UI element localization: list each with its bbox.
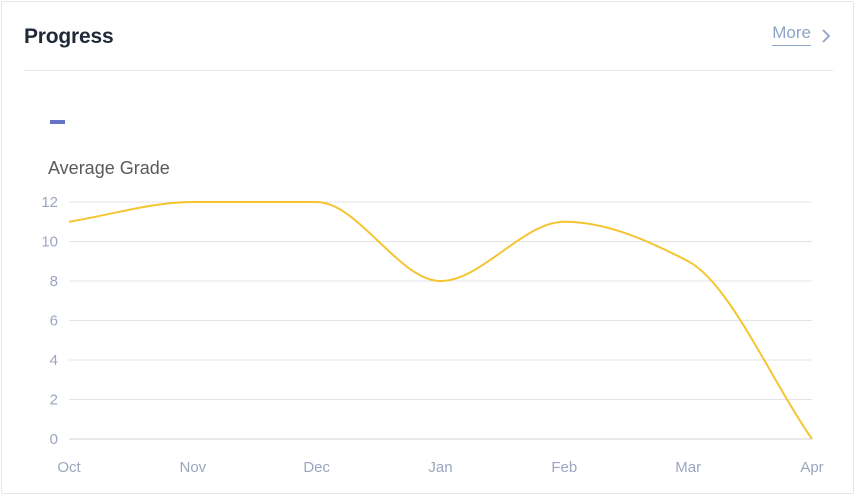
more-link[interactable]: More [772,23,833,46]
y-tick-label: 6 [50,313,58,330]
y-tick-label: 0 [50,431,58,448]
series-line[interactable] [68,200,813,440]
x-tick-label: Oct [57,459,81,476]
legend-swatch [50,120,65,124]
grid-lines [69,201,812,440]
x-ticks: Oct Nov Dec Jan Feb Mar Apr [57,459,823,476]
more-label: More [772,23,811,46]
x-tick-label: Dec [303,459,330,476]
y-axis-title: Average Grade [48,158,170,178]
y-tick-label: 12 [41,194,58,211]
y-tick-label: 4 [50,352,58,369]
x-tick-label: Feb [551,459,577,476]
series [68,200,813,440]
x-tick-label: Apr [800,459,823,476]
y-tick-label: 2 [50,392,58,409]
x-tick-label: Nov [179,459,206,476]
chevron-right-icon [819,28,833,43]
y-ticks: 0 2 4 6 8 10 12 [41,194,58,448]
x-tick-label: Mar [675,459,701,476]
card-title: Progress [24,25,114,48]
x-tick-label: Jan [428,459,452,476]
chart-legend[interactable] [50,120,65,124]
y-tick-label: 8 [50,273,58,290]
header-divider [24,70,833,71]
y-tick-label: 10 [41,234,58,251]
